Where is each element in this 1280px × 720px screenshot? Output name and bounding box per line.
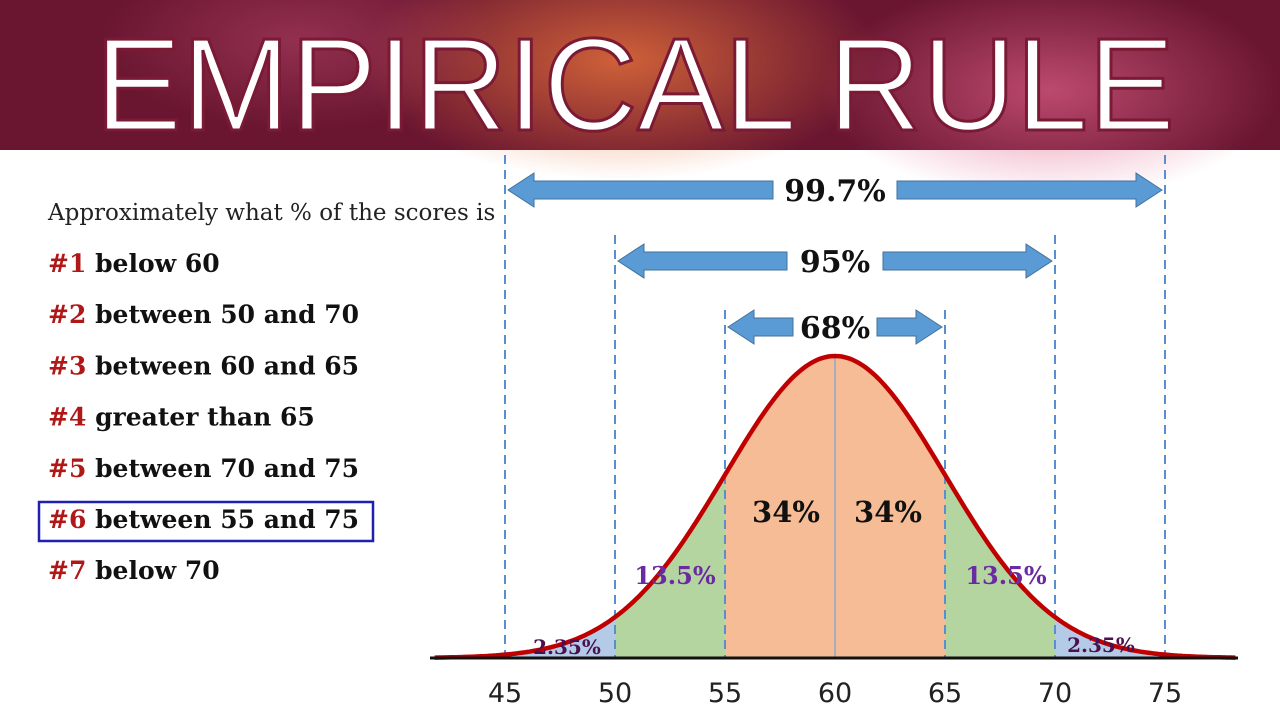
item-text: below 70 — [95, 556, 220, 585]
axis-label: 50 — [598, 678, 632, 709]
question-prompt: Approximately what % of the scores is — [47, 200, 495, 226]
item-number: #7 — [48, 556, 86, 585]
item-text: below 60 — [95, 249, 220, 278]
item-text: between 60 and 65 — [95, 351, 359, 380]
region-label: 34% — [752, 495, 820, 529]
arrow-right — [876, 309, 943, 345]
item-number: #3 — [48, 351, 86, 380]
arrow-label: 95% — [800, 245, 870, 280]
arrow-label: 99.7% — [784, 174, 886, 209]
question-item: #7 below 70 — [48, 556, 220, 585]
item-number: #4 — [48, 403, 86, 432]
question-item: #3 between 60 and 65 — [48, 351, 359, 380]
question-list: #1 below 60 #2 between 50 and 70 #3 betwee… — [48, 249, 359, 585]
question-item: #1 below 60 — [48, 249, 220, 278]
region-label: 2.35% — [1067, 633, 1135, 657]
item-text: between 70 and 75 — [95, 454, 359, 483]
bell-curve-diagram: 45 50 55 60 65 70 75 99.7% 95% 68% 34% 34% 13.5% 13.5… — [430, 155, 1238, 709]
item-number: #6 — [48, 505, 86, 534]
highlight-box — [37, 500, 375, 543]
arrow-right — [882, 243, 1053, 279]
question-item: #4 greater than 65 — [48, 403, 315, 432]
region-label: 13.5% — [965, 561, 1046, 590]
axis-label: 55 — [708, 678, 742, 709]
region-label: 2.35% — [533, 635, 601, 659]
arrow-left — [727, 309, 794, 345]
curve — [434, 353, 1236, 660]
title: EMPIRICAL RULE — [95, 11, 1175, 158]
arrow-right — [896, 172, 1163, 208]
item-text: between 50 and 70 — [95, 300, 359, 329]
region — [505, 617, 615, 658]
arrow-left — [617, 243, 788, 279]
region — [1055, 617, 1165, 658]
item-text: greater than 65 — [95, 403, 315, 432]
item-text: between 55 and 75 — [95, 505, 359, 534]
axis-label: 65 — [928, 678, 962, 709]
arrow-left — [507, 172, 774, 208]
item-number: #2 — [48, 300, 86, 329]
item-number: #1 — [48, 249, 86, 278]
item-number: #5 — [48, 454, 86, 483]
question-item: #2 between 50 and 70 — [48, 300, 359, 329]
axis-label: 75 — [1148, 678, 1182, 709]
question-item: #5 between 70 and 75 — [48, 454, 359, 483]
question-item: #6 between 55 and 75 — [48, 505, 359, 534]
axis-label: 45 — [488, 678, 522, 709]
arrow-label: 68% — [800, 311, 870, 346]
header: EMPIRICAL RULE — [0, 0, 1280, 200]
axis-label: 60 — [818, 678, 852, 709]
axis-label: 70 — [1038, 678, 1072, 709]
region-label: 34% — [854, 495, 922, 529]
region-label: 13.5% — [634, 561, 715, 590]
